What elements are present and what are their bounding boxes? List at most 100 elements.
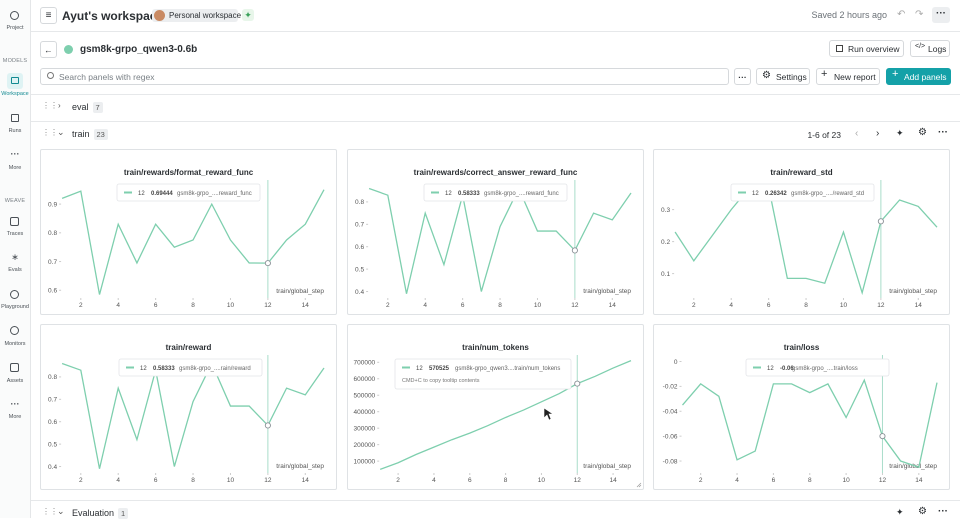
x-axis-label: train/global_step <box>276 288 324 295</box>
x-tick-label: 4 <box>116 477 120 484</box>
nav-label[interactable]: Assets <box>6 378 24 384</box>
y-tick-label: 200000 <box>353 442 375 449</box>
nav-label[interactable]: Evals <box>8 267 22 273</box>
y-tick-label: 0.3 <box>661 207 670 214</box>
collapse-icon[interactable]: ⌄ <box>57 127 65 137</box>
drag-handle[interactable]: ⋮⋮ <box>42 507 58 516</box>
x-tick-label: 10 <box>227 302 235 309</box>
more-button[interactable]: ··· <box>932 7 950 23</box>
section-more[interactable]: ··· <box>938 127 948 138</box>
run-overview-button[interactable]: Run overview <box>829 40 904 57</box>
x-tick-label: 6 <box>154 302 158 309</box>
chart-panel[interactable]: train/reward 0.4 0.5 0.6 0.7 0.8 2 4 6 8 10 12 14 tra… <box>40 324 337 490</box>
save-status: Saved 2 hours ago <box>811 10 887 20</box>
redo[interactable]: ↷ <box>915 9 924 20</box>
section-count: 23 <box>93 129 108 140</box>
x-axis-label: train/global_step <box>276 463 324 470</box>
y-tick-label: 700000 <box>353 360 375 367</box>
x-tick-label: 14 <box>609 477 617 484</box>
sparkle-icon[interactable]: ✦ <box>242 9 254 21</box>
x-tick-label: 6 <box>154 477 158 484</box>
evals-icon: ∗ <box>11 252 19 262</box>
chart-title: train/rewards/correct_answer_reward_func <box>414 168 578 177</box>
add-panels-button[interactable]: Add panels <box>886 68 951 85</box>
nav-label[interactable]: Runs <box>8 128 22 134</box>
series-line <box>682 378 938 469</box>
more-icon: ··· <box>10 149 20 159</box>
x-tick-label: 6 <box>772 477 776 484</box>
nav-label[interactable]: Workspace <box>1 91 29 97</box>
nav-label[interactable]: Playground <box>1 304 29 310</box>
x-tick-label: 10 <box>842 477 850 484</box>
settings-icon[interactable]: ⚙ <box>918 506 927 517</box>
tooltip-run: gsm8k-grpo_....train/loss <box>792 366 858 372</box>
undo[interactable]: ↶ <box>897 9 906 20</box>
section-title[interactable]: eval 7 <box>72 102 103 113</box>
panel-more[interactable]: ··· <box>734 68 751 85</box>
new-report-button[interactable]: New report <box>816 68 880 85</box>
collapse-icon[interactable]: ⌄ <box>57 506 65 516</box>
section-count: 1 <box>118 508 129 519</box>
next-page[interactable]: › <box>876 128 880 139</box>
nav-label[interactable]: Traces <box>6 231 24 237</box>
tooltip-step: 12 <box>767 366 774 372</box>
tooltip: 12 0.26342 gsm8k-grpo_..../reward_std <box>730 183 875 202</box>
pin-icon[interactable]: ✦ <box>896 507 904 517</box>
settings-button[interactable]: Settings <box>756 68 810 85</box>
x-tick-label: 2 <box>386 302 390 309</box>
y-tick-label: 0.5 <box>355 266 364 273</box>
series-line <box>61 189 325 295</box>
prev-page[interactable]: ‹ <box>855 128 859 139</box>
settings-icon[interactable]: ⚙ <box>918 127 927 138</box>
chart-panel[interactable]: train/reward_std 0.1 0.2 0.3 2 4 6 8 10 12 14 train… <box>653 149 950 315</box>
divider <box>31 500 960 501</box>
section-title[interactable]: train 23 <box>72 129 108 140</box>
back-button[interactable]: ← <box>40 41 57 58</box>
nav-label[interactable]: More <box>8 414 22 420</box>
x-tick-label: 6 <box>767 302 771 309</box>
section-more[interactable]: ··· <box>938 506 948 517</box>
hover-point <box>574 380 581 387</box>
tooltip-box <box>423 183 568 202</box>
drag-handle[interactable]: ⋮⋮ <box>42 128 58 137</box>
search-box[interactable]: Search panels with regex <box>40 68 729 85</box>
run-name: gsm8k-grpo_qwen3-0.6b <box>80 44 198 55</box>
y-tick-label: 400000 <box>353 409 375 416</box>
tooltip-step: 12 <box>752 191 759 197</box>
nav-label[interactable]: More <box>8 165 22 171</box>
x-tick-label: 10 <box>840 302 848 309</box>
y-tick-label: 0.6 <box>48 419 57 426</box>
tooltip-step: 12 <box>445 191 452 197</box>
x-tick-label: 12 <box>877 302 885 309</box>
tooltip-run: gsm8k-grpo_....rain/reward <box>179 366 251 372</box>
series-line <box>379 360 632 470</box>
chart: train/reward_std 0.1 0.2 0.3 2 4 6 8 10 12 14 train… <box>661 168 938 309</box>
nav-label[interactable]: Project <box>6 25 24 31</box>
x-tick-label: 6 <box>461 302 465 309</box>
chart: train/rewards/correct_answer_reward_func… <box>355 168 632 309</box>
section-title[interactable]: Evaluation 1 <box>72 508 129 519</box>
logs-button[interactable]: Logs <box>910 40 950 57</box>
chart-panel[interactable]: train/rewards/correct_answer_reward_func… <box>347 149 644 315</box>
resize-handle <box>636 482 642 488</box>
nav-label[interactable]: Monitors <box>4 341 26 347</box>
settings-icon: ⚙ <box>762 70 771 81</box>
chart-panel[interactable]: train/loss 0 -0.02 -0.04 -0.06 -0.08 2 4 6 8 10 12 1… <box>653 324 950 490</box>
pin-icon[interactable]: ✦ <box>896 128 904 138</box>
y-tick-label: 0.7 <box>48 259 57 266</box>
menu-button[interactable]: ≡ <box>40 7 57 24</box>
x-tick-label: 2 <box>79 477 83 484</box>
badge[interactable] <box>152 9 238 22</box>
chart-panel[interactable]: train/num_tokens 100000 200000 300000 400000… <box>347 324 644 490</box>
section-name: train <box>72 129 90 139</box>
tooltip-step: 12 <box>416 366 423 372</box>
x-axis-label: train/global_step <box>583 463 631 470</box>
chart-panel[interactable]: train/rewards/format_reward_func 0.6 0.7 0.… <box>40 149 337 315</box>
tooltip-value: 570525 <box>429 366 450 372</box>
expand-icon[interactable]: › <box>58 101 61 110</box>
section-name: Evaluation <box>72 508 115 518</box>
drag-handle[interactable]: ⋮⋮ <box>42 101 58 110</box>
